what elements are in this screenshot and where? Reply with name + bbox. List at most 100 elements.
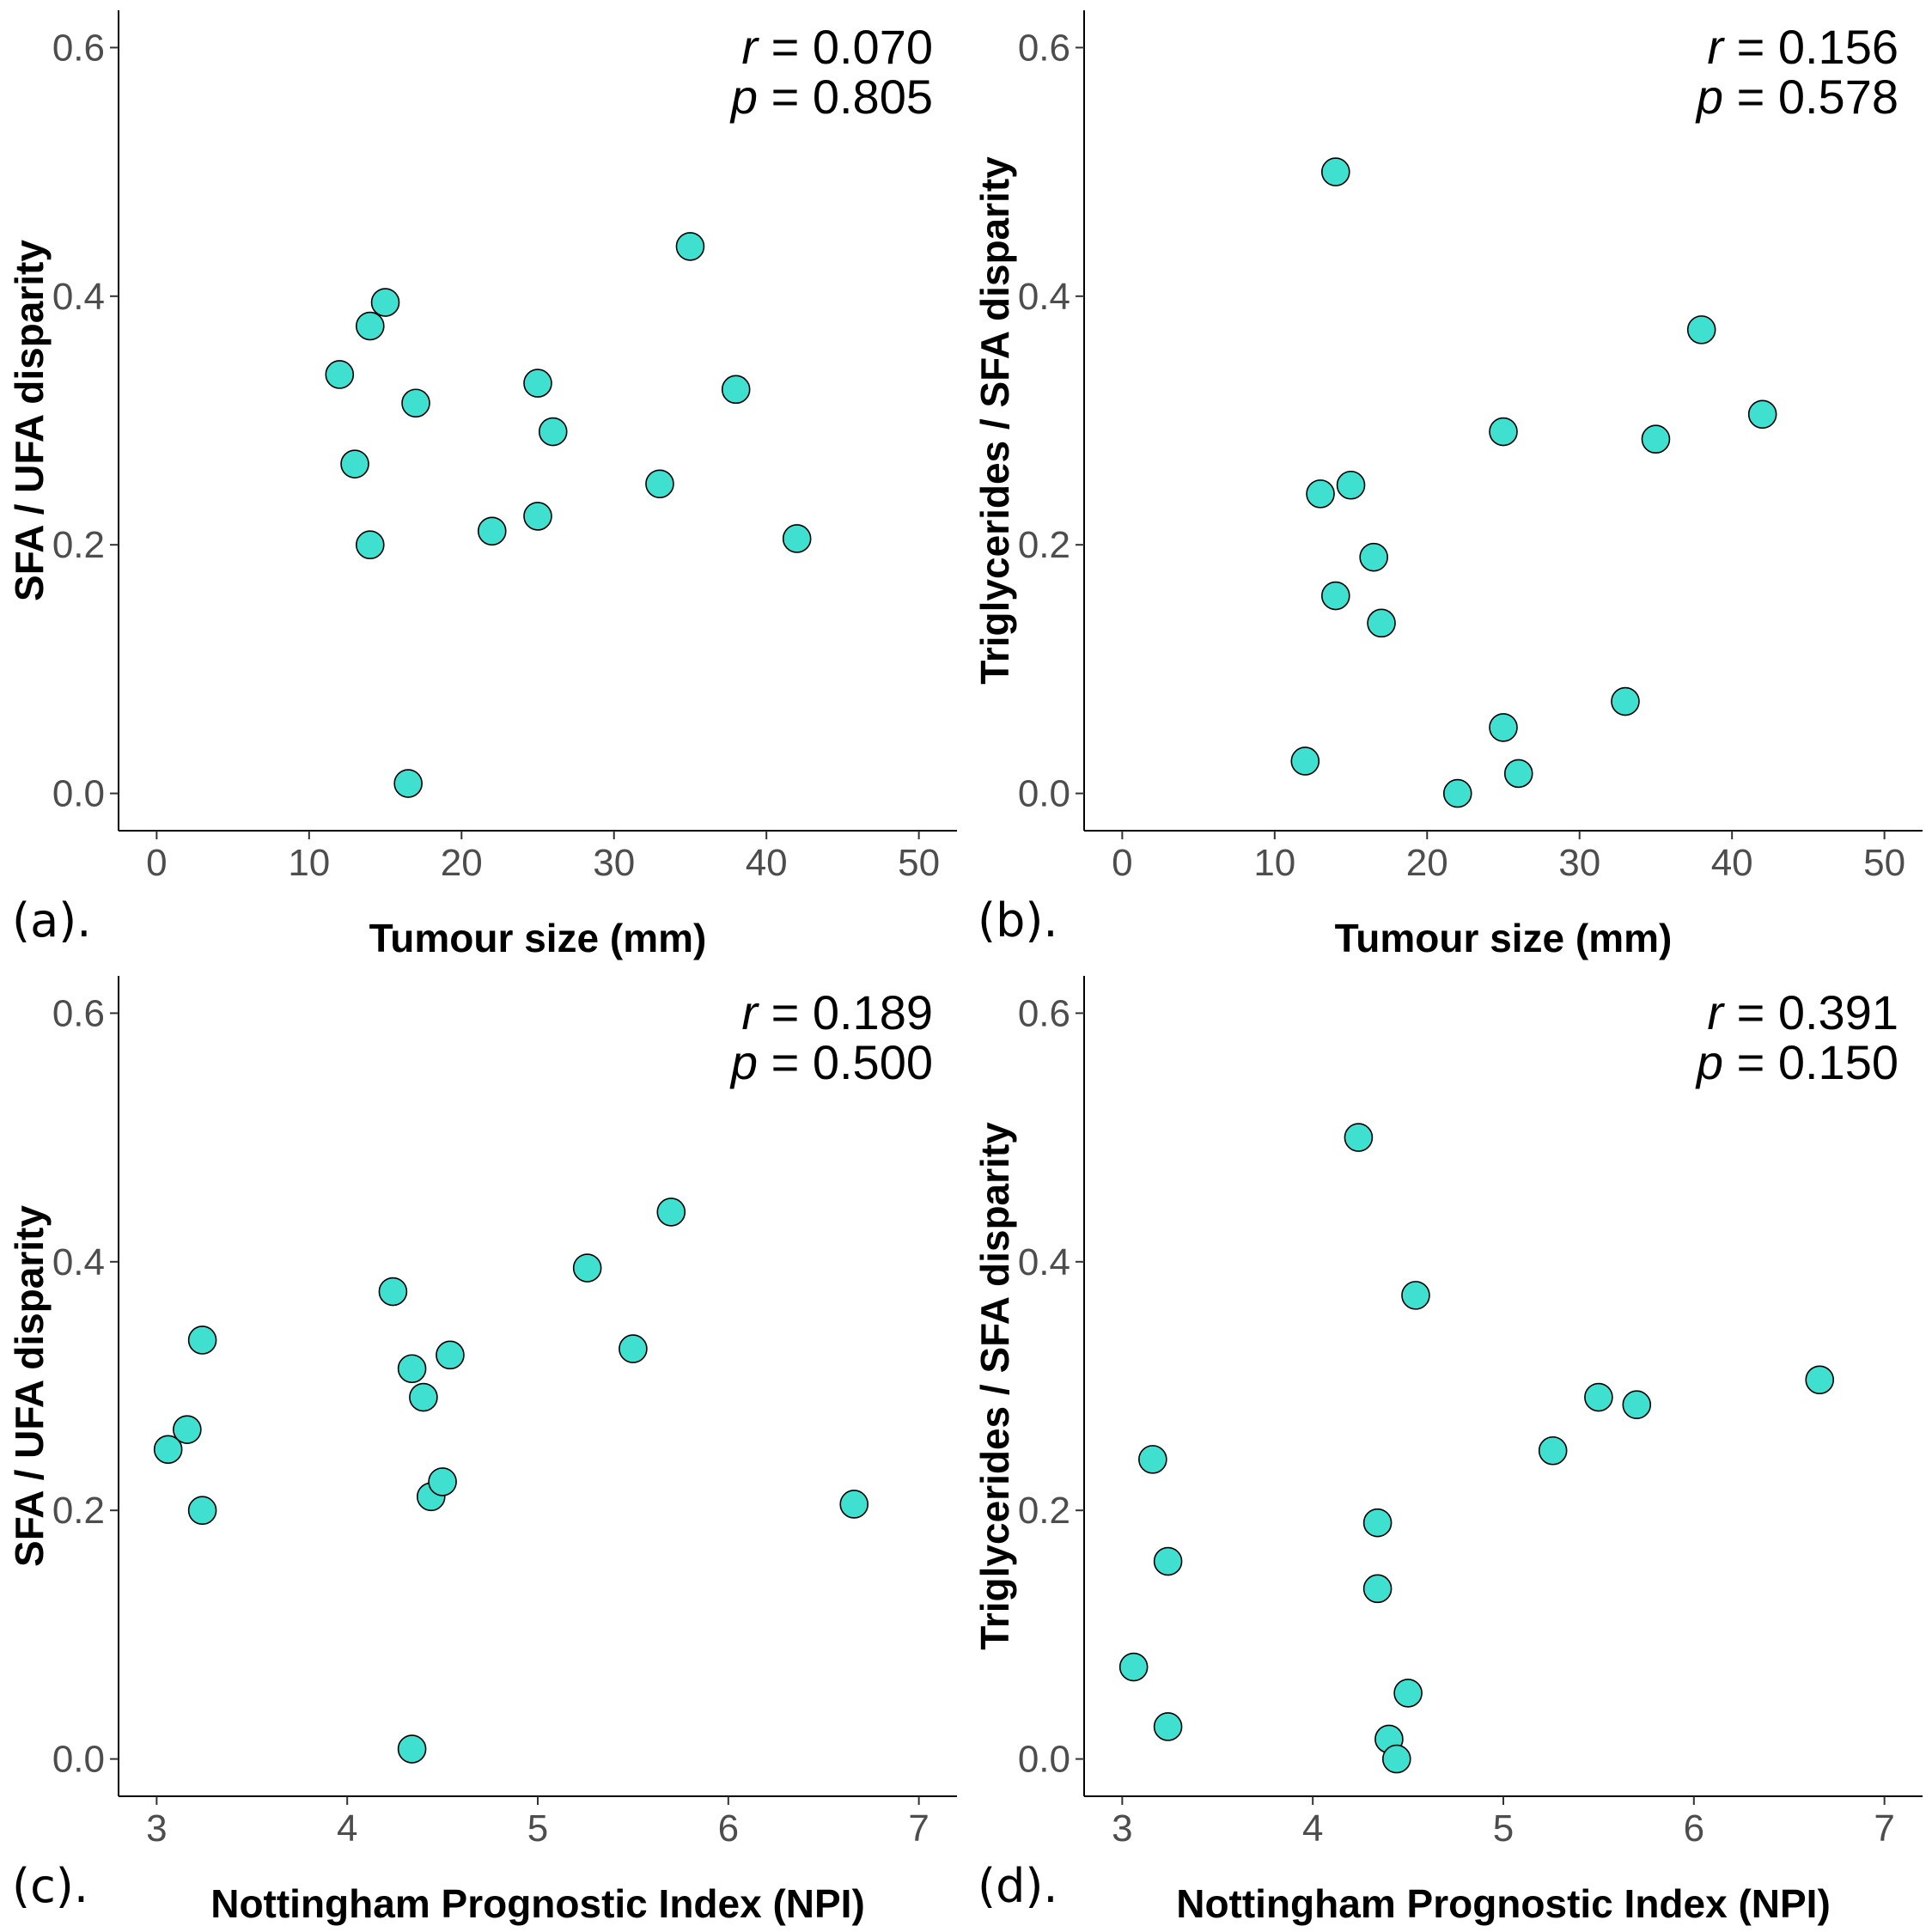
y-tick-label: 0.4 — [52, 1241, 105, 1283]
correlation-p-stat: p = 0.805 — [729, 70, 933, 124]
correlation-r-stat: r = 0.070 — [741, 20, 933, 74]
panel-label: (c). — [12, 1859, 88, 1913]
scatter-plot: 0.0 0.2 0.4 0.6 3 4 5 6 7 Nottingham Prognostic I… — [7, 976, 957, 1926]
panel-label: (b). — [978, 893, 1058, 948]
data-point — [173, 1415, 202, 1444]
scatter-panel: 0.0 0.2 0.4 0.6 0 10 20 30 40 50 Tumour size (mm) S… — [0, 0, 966, 966]
data-point — [325, 360, 355, 389]
data-point — [1381, 1744, 1411, 1774]
x-tick-label: 6 — [718, 1807, 739, 1850]
data-point — [1622, 1390, 1652, 1420]
data-point — [572, 1253, 602, 1283]
y-tick-label: 0.6 — [1018, 992, 1070, 1034]
data-point — [1686, 315, 1716, 344]
data-point — [1503, 759, 1533, 789]
x-tick-label: 3 — [1112, 1807, 1132, 1850]
data-point — [1747, 399, 1777, 430]
y-tick-label: 0.4 — [1018, 276, 1070, 318]
data-point — [1138, 1445, 1167, 1474]
x-tick-label: 40 — [1711, 842, 1753, 884]
x-tick-label: 3 — [146, 1807, 167, 1850]
x-tick-label: 6 — [1684, 1807, 1704, 1850]
data-point — [1344, 1123, 1374, 1152]
y-tick-label: 0.4 — [1018, 1241, 1070, 1283]
data-point — [397, 1354, 427, 1384]
data-point — [355, 311, 385, 341]
data-point — [782, 524, 812, 553]
data-point — [428, 1467, 457, 1496]
data-point — [1336, 470, 1366, 500]
data-point — [1320, 581, 1350, 611]
data-point — [1611, 686, 1640, 716]
x-tick-label: 5 — [527, 1807, 548, 1850]
data-point — [675, 232, 705, 261]
x-tick-label: 4 — [337, 1807, 357, 1850]
x-tick-label: 5 — [1493, 1807, 1514, 1850]
x-tick-label: 7 — [908, 1807, 929, 1850]
correlation-p-stat: p = 0.150 — [1695, 1035, 1898, 1089]
scatter-panel: 0.0 0.2 0.4 0.6 3 4 5 6 7 Nottingham Prognostic I… — [0, 966, 966, 1931]
data-point — [1584, 1382, 1613, 1412]
y-tick-label: 0.0 — [1018, 773, 1070, 815]
y-tick-label: 0.4 — [52, 276, 105, 318]
data-point — [656, 1198, 686, 1227]
data-point — [1362, 1508, 1393, 1538]
data-point — [1393, 1679, 1423, 1708]
x-axis-title: Nottingham Prognostic Index (NPI) — [210, 1881, 865, 1926]
correlation-r-stat: r = 0.189 — [741, 985, 933, 1039]
y-axis-title: Triglycerides / SFA disparity — [972, 156, 1017, 685]
correlation-p-stat: p = 0.500 — [729, 1035, 933, 1089]
x-tick-label: 10 — [288, 842, 330, 884]
data-point — [153, 1435, 183, 1465]
data-point — [523, 502, 552, 531]
panel-label: (d). — [978, 1859, 1058, 1913]
data-point — [393, 769, 423, 798]
data-point — [619, 1334, 648, 1363]
scatter-plot: 0.0 0.2 0.4 0.6 3 4 5 6 7 Nottingham Prognostic I… — [972, 976, 1923, 1926]
data-point — [378, 1277, 408, 1307]
data-point — [436, 1340, 465, 1370]
x-tick-label: 30 — [1558, 842, 1600, 884]
y-axis-title: SFA / UFA disparity — [7, 1205, 52, 1567]
data-point — [340, 449, 369, 478]
y-tick-label: 0.2 — [1018, 524, 1070, 566]
data-point — [839, 1490, 869, 1519]
data-point — [1538, 1435, 1568, 1466]
x-tick-label: 10 — [1253, 842, 1295, 884]
x-tick-label: 4 — [1302, 1807, 1323, 1850]
data-point — [538, 417, 568, 447]
y-axis-title: Triglycerides / SFA disparity — [972, 1122, 1017, 1650]
data-point — [1359, 542, 1388, 572]
data-point — [1641, 424, 1671, 454]
correlation-p-stat: p = 0.578 — [1695, 70, 1898, 124]
x-tick-label: 50 — [1863, 842, 1905, 884]
correlation-r-stat: r = 0.391 — [1707, 985, 1898, 1039]
x-axis-title: Tumour size (mm) — [1335, 916, 1673, 960]
data-point — [1306, 479, 1335, 509]
y-tick-label: 0.6 — [52, 992, 105, 1034]
x-axis-title: Nottingham Prognostic Index (NPI) — [1176, 1881, 1831, 1926]
data-point — [187, 1496, 217, 1525]
y-tick-label: 0.2 — [52, 1490, 105, 1532]
data-point — [397, 1734, 427, 1764]
y-tick-label: 0.2 — [52, 524, 105, 566]
y-tick-label: 0.6 — [52, 27, 105, 69]
data-point — [1489, 417, 1518, 447]
scatter-plot: 0.0 0.2 0.4 0.6 0 10 20 30 40 50 Tumour size (mm) T… — [972, 10, 1923, 960]
y-tick-label: 0.0 — [52, 1739, 105, 1781]
x-tick-label: 20 — [1406, 842, 1448, 884]
data-point — [523, 369, 552, 398]
panel-label: (a). — [12, 893, 91, 948]
data-point — [1401, 1281, 1430, 1310]
x-tick-label: 0 — [146, 842, 167, 884]
y-tick-label: 0.6 — [1018, 27, 1070, 69]
data-point — [1153, 1712, 1183, 1741]
y-tick-label: 0.2 — [1018, 1490, 1070, 1532]
data-point — [1118, 1652, 1149, 1682]
data-point — [187, 1326, 217, 1355]
x-tick-label: 7 — [1874, 1807, 1894, 1850]
data-point — [1805, 1365, 1835, 1395]
x-tick-label: 50 — [898, 842, 940, 884]
data-point — [1320, 157, 1350, 186]
